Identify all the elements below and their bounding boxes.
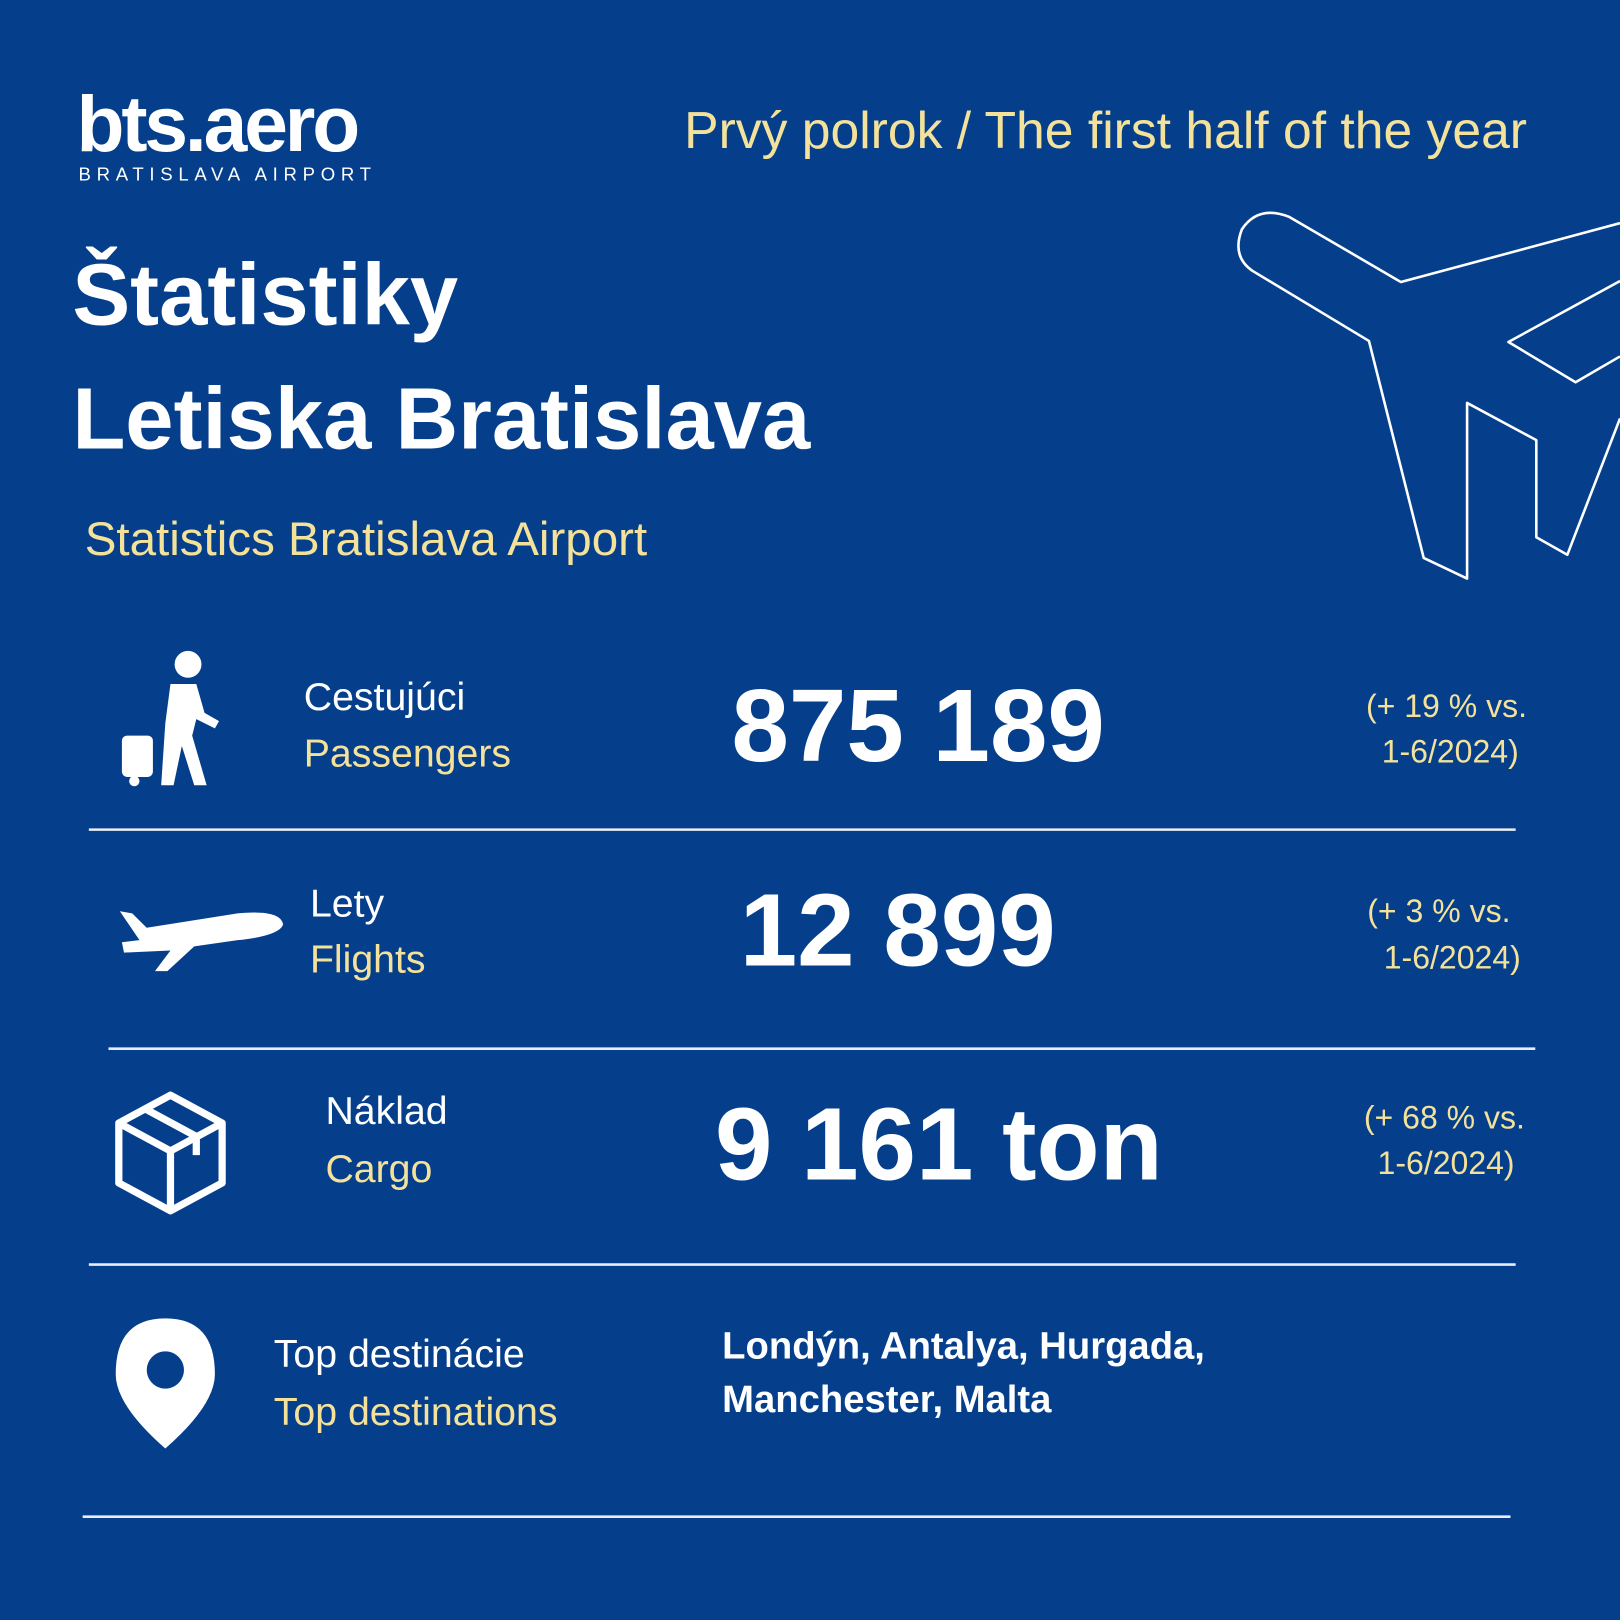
title-line: Štatistiky bbox=[72, 247, 458, 344]
change: (+ 68 % vs. bbox=[1364, 1099, 1525, 1135]
change: (+ 3 % vs. bbox=[1367, 893, 1510, 929]
title-line: Letiska Bratislava bbox=[72, 371, 811, 468]
logo-subtitle: BRATISLAVA AIRPORT bbox=[79, 164, 377, 185]
walker-icon bbox=[121, 650, 220, 787]
change: (+ 19 % vs. bbox=[1366, 688, 1527, 724]
subtitle: Statistics Bratislava Airport bbox=[85, 513, 647, 566]
destinations-line: Manchester, Malta bbox=[722, 1378, 1052, 1421]
period: Prvý polrok / The first half of the year bbox=[684, 101, 1527, 159]
plane-outline bbox=[1237, 211, 1620, 580]
label-en: Passengers bbox=[304, 732, 511, 776]
label-sk: Lety bbox=[310, 881, 385, 925]
pin-icon bbox=[115, 1318, 215, 1449]
stat-value: 12 899 bbox=[740, 871, 1056, 987]
label-en: Cargo bbox=[325, 1147, 432, 1191]
change: 1-6/2024) bbox=[1384, 939, 1521, 975]
stat-value: 9 161 ton bbox=[715, 1085, 1163, 1201]
change: 1-6/2024) bbox=[1382, 734, 1519, 770]
destinations-line: Londýn, Antalya, Hurgada, bbox=[722, 1324, 1205, 1367]
label-sk: Top destinácie bbox=[274, 1332, 525, 1376]
box-icon bbox=[115, 1091, 226, 1215]
label-en: Flights bbox=[310, 937, 426, 981]
label-en: Top destinations bbox=[274, 1390, 558, 1434]
stat-value: 875 189 bbox=[731, 667, 1104, 783]
label-sk: Cestujúci bbox=[304, 675, 465, 719]
logo: bts.aero bbox=[76, 80, 357, 168]
change: 1-6/2024) bbox=[1378, 1145, 1515, 1181]
label-sk: Náklad bbox=[325, 1089, 447, 1133]
plane-icon bbox=[119, 911, 284, 972]
